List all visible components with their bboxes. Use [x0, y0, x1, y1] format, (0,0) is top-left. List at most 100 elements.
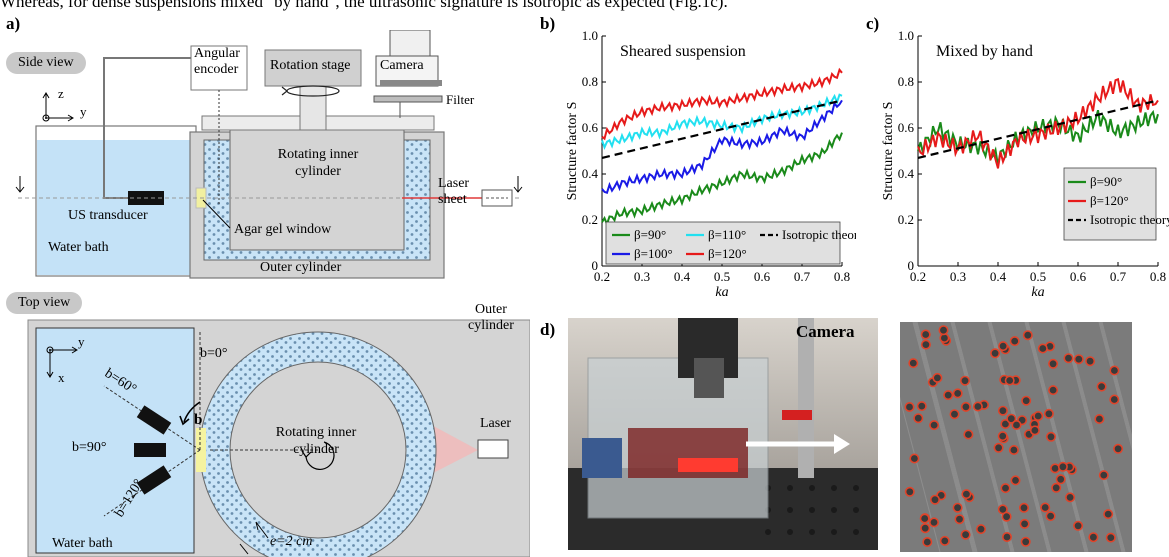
particle-marker	[909, 453, 920, 464]
particle-marker	[904, 486, 915, 497]
particle-marker	[1006, 413, 1017, 424]
series-line-isotropic	[917, 99, 1159, 159]
angular-encoder-label: Angular encoder	[194, 46, 240, 77]
filter-plate	[373, 95, 443, 103]
x-tick-label: 0.7	[794, 269, 811, 284]
water-bath-fill	[37, 140, 195, 275]
particle-marker	[976, 524, 987, 535]
particle-marker	[1073, 520, 1084, 531]
particle-marker	[1096, 381, 1107, 392]
figure-caption-fragment: Whereas, for dense suspensions mixed "by…	[0, 0, 728, 11]
top-inner-cylinder-label: Rotating inner cylinder	[275, 425, 357, 457]
x-tick-label: 0.8	[1150, 269, 1166, 284]
series-line	[917, 77, 1159, 169]
particle-marker	[929, 494, 940, 505]
particle-marker	[998, 341, 1009, 352]
particle-image	[900, 322, 1132, 552]
b-angle-label: b	[194, 412, 203, 428]
particle-marker	[1109, 394, 1120, 405]
x-tick-label: 0.4	[674, 269, 691, 284]
particle-marker	[939, 535, 950, 546]
camera-body	[389, 30, 431, 57]
x-tick-label: 0.8	[834, 269, 850, 284]
y-tick-label: 0.2	[582, 212, 598, 227]
chart-title: Mixed by hand	[936, 43, 1033, 60]
y-tick-label: 0.8	[898, 74, 914, 89]
particle-marker	[1085, 356, 1096, 367]
particle-marker	[960, 529, 971, 540]
panel-d-label: d)	[540, 320, 556, 339]
particle-marker	[1113, 443, 1124, 454]
top-axis-y-label: y	[78, 334, 85, 349]
gap-label: e=2 cm	[270, 534, 313, 549]
b0-label: b=0°	[200, 346, 228, 361]
legend-entry: Isotropic theory	[1090, 212, 1169, 227]
particle-marker	[1037, 343, 1048, 354]
particle-marker	[1002, 532, 1013, 543]
y-axis-label: Structure factor S	[565, 102, 580, 201]
x-axis-label: ka	[1031, 285, 1044, 300]
particle-marker	[908, 358, 919, 369]
particle-marker	[1098, 470, 1109, 481]
x-tick-label: 0.5	[714, 269, 730, 284]
chart-c: 0.2 0.3 0.4 0.5 0.6 0.7 0.800.20.40.60.81.0kaS…	[881, 28, 1169, 300]
y-tick-label: 0	[908, 258, 915, 273]
angular-encoder-box	[190, 45, 248, 91]
x-tick-label: 0.6	[1070, 269, 1087, 284]
y-axis-label: Structure factor S	[881, 102, 896, 201]
x-axis-label: ka	[715, 285, 728, 300]
x-tick-label: 0.4	[990, 269, 1007, 284]
particle-marker	[1009, 336, 1020, 347]
photo-camera-label: Camera	[796, 322, 855, 341]
particle-marker	[1088, 532, 1099, 543]
x-tick-label: 0.5	[1030, 269, 1046, 284]
y-tick-label: 0.2	[898, 212, 914, 227]
y-tick-label: 0.8	[582, 74, 598, 89]
particle-marker	[1008, 445, 1019, 456]
particle-marker	[1011, 420, 1022, 431]
particle-marker	[1045, 511, 1056, 522]
panel-a-schematic	[15, 30, 530, 557]
panel-a-label: a)	[6, 14, 21, 33]
legend-box	[1063, 167, 1157, 241]
x-tick-label: 0.7	[1110, 269, 1127, 284]
top-water-bath	[35, 327, 195, 554]
particle-marker	[1055, 474, 1066, 485]
inner-cylinder	[229, 129, 405, 251]
particle-marker	[1048, 358, 1059, 369]
particle-marker	[1004, 375, 1015, 386]
particle-marker	[1050, 463, 1061, 474]
legend-entry: β=110°	[708, 227, 746, 242]
particle-marker	[1043, 408, 1054, 419]
shaft	[299, 85, 327, 131]
outer-cylinder-label: Outer cylinder	[260, 260, 342, 275]
particle-marker	[997, 431, 1008, 442]
legend-entry: β=120°	[708, 246, 747, 261]
particle-marker	[919, 513, 930, 524]
y-tick-label: 1.0	[898, 28, 914, 43]
y-tick-label: 0.6	[582, 120, 599, 135]
particle-marker	[1001, 511, 1012, 522]
top-axis-x-label: x	[58, 370, 65, 385]
chart-title: Sheared suspension	[620, 43, 746, 60]
y-tick-label: 0.6	[898, 120, 915, 135]
particle-marker	[960, 401, 971, 412]
inner-cylinder-label: Rotating inner cylinder	[277, 147, 359, 179]
particle-marker	[990, 348, 1001, 359]
laser-sheet-label: Laser sheet	[438, 176, 470, 207]
filter-label: Filter	[446, 92, 475, 107]
particle-marker	[920, 339, 931, 350]
particle-marker	[1033, 411, 1044, 422]
particle-marker	[904, 402, 915, 413]
particle-marker	[920, 523, 931, 534]
top-outer-cylinder-label: Outer cylinder	[468, 302, 514, 333]
y-tick-label: 0.4	[898, 166, 915, 181]
y-tick-label: 0	[592, 258, 599, 273]
particle-marker	[1046, 431, 1057, 442]
y-tick-label: 0.4	[582, 166, 599, 181]
particle-marker	[1063, 353, 1074, 364]
particle-marker	[954, 514, 965, 525]
legend-box	[605, 221, 841, 265]
particle-marker	[1019, 518, 1030, 529]
chart-b: 0.2 0.3 0.4 0.5 0.6 0.7 0.800.20.40.60.81.0kaS…	[565, 28, 856, 300]
